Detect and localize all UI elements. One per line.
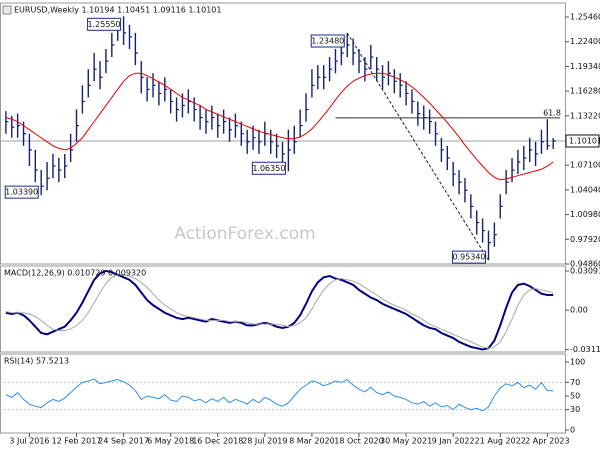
moving-average: [5, 72, 554, 181]
panel-title: EURUSD,Weekly 1.10194 1.10451 1.09116 1.…: [14, 6, 221, 15]
annotation-label: 1.23480: [311, 37, 344, 46]
x-tick-label: 6 May 2018: [147, 437, 194, 446]
panel-frame: [0, 2, 566, 265]
annotation-label: 0.95340: [452, 253, 485, 262]
y-tick-label: 1.19340: [570, 62, 600, 71]
y-tick-label: 1.25460: [570, 13, 600, 22]
last-price-label: 1.10101: [569, 136, 600, 145]
y-tick-label: -0.031124: [570, 345, 600, 354]
y-tick-label: 100: [570, 358, 585, 367]
indicator-line: [5, 274, 554, 349]
x-tick-label: 24 Sep 2017: [98, 437, 149, 446]
panel-title: MACD(12,26,9) 0.010729 0.009320: [4, 269, 146, 278]
x-tick-label: 8 Mar 2020: [289, 437, 335, 446]
annotation-box: [87, 17, 122, 31]
y-tick-label: 0.97920: [570, 235, 600, 244]
panel-frame: [0, 265, 566, 353]
annotation-label: 1.06350: [252, 164, 285, 173]
watermark: ActionForex.com: [174, 224, 315, 244]
trend-line: [346, 32, 489, 261]
x-tick-label: 16 Dec 2018: [192, 437, 243, 446]
panel-frame: [0, 353, 566, 434]
annotation-box: [251, 161, 286, 175]
x-tick-label: 18 Oct 2020: [334, 437, 383, 446]
annotation-box: [310, 34, 345, 48]
y-tick-label: 1.00980: [570, 210, 600, 219]
y-tick-label: 1.16280: [570, 87, 600, 96]
y-tick-label: 0.00: [570, 306, 588, 315]
y-tick-label: 70: [570, 378, 580, 387]
x-tick-label: 30 May 2021: [380, 437, 432, 446]
panel-title: RSI(14) 57.5213: [4, 357, 69, 366]
indicator-line: [5, 269, 554, 351]
y-tick-label: 0.030915: [570, 267, 600, 276]
x-tick-label: 2 Apr 2023: [525, 437, 569, 446]
fib-label: 61.8: [543, 108, 561, 117]
y-tick-label: 30: [570, 405, 580, 414]
x-tick-label: 28 Jul 2019: [242, 437, 287, 446]
symbol-icon: [2, 5, 12, 15]
y-tick-label: 50: [570, 392, 580, 401]
y-tick-label: 1.13220: [570, 111, 600, 120]
x-tick-label: 3 Jul 2016: [9, 437, 49, 446]
y-tick-label: 1.04040: [570, 185, 600, 194]
x-tick-label: 9 Jan 2022: [432, 437, 475, 446]
y-tick-label: 1.22400: [570, 37, 600, 46]
x-tick-label: 21 Aug 2022: [475, 437, 526, 446]
annotation-box: [451, 250, 486, 264]
indicator-line: [5, 378, 554, 412]
y-tick-label: 0: [570, 426, 575, 435]
last-price-box: [565, 134, 600, 148]
annotation-label: 1.03390: [5, 188, 38, 197]
x-tick-label: 12 Feb 2017: [52, 437, 102, 446]
annotation-box: [4, 185, 39, 199]
y-tick-label: 0.94860: [570, 260, 600, 269]
y-tick-label: 1.07100: [570, 161, 600, 170]
annotation-label: 1.25550: [88, 20, 121, 29]
